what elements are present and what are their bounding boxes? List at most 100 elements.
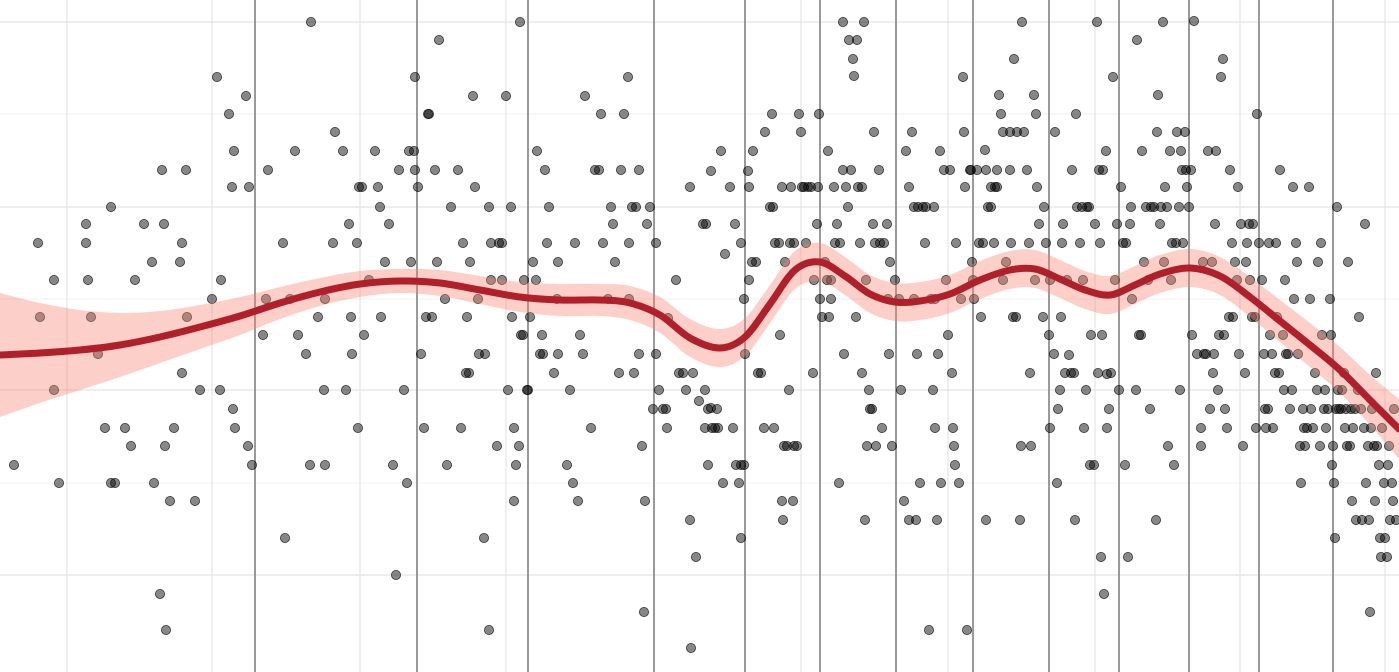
scatter-point bbox=[875, 237, 886, 248]
scatter-point bbox=[868, 218, 879, 229]
scatter-point bbox=[962, 625, 973, 636]
scatter-point bbox=[1196, 422, 1207, 433]
scatter-point bbox=[1218, 54, 1229, 65]
scatter-point bbox=[671, 274, 682, 285]
scatter-point bbox=[1356, 403, 1367, 414]
scatter-point bbox=[277, 237, 288, 248]
scatter-point bbox=[907, 127, 918, 138]
scatter-point bbox=[1175, 384, 1186, 395]
scatter-point bbox=[853, 181, 864, 192]
scatter-point bbox=[904, 181, 915, 192]
scatter-point bbox=[1357, 515, 1368, 526]
scatter-point bbox=[1321, 422, 1332, 433]
scatter-point bbox=[441, 459, 452, 470]
scatter-point bbox=[1031, 109, 1042, 120]
scatter-point bbox=[770, 237, 781, 248]
scatter-point bbox=[372, 181, 383, 192]
scatter-point bbox=[1052, 477, 1063, 488]
scatter-point bbox=[767, 109, 778, 120]
scatter-point bbox=[736, 237, 747, 248]
scatter-point bbox=[912, 348, 923, 359]
scatter-point bbox=[846, 164, 857, 175]
scatter-point bbox=[830, 237, 841, 248]
scatter-point bbox=[954, 477, 965, 488]
scatter-point bbox=[506, 311, 517, 322]
scatter-point bbox=[1121, 237, 1132, 248]
scatter-point bbox=[645, 201, 656, 212]
scatter-point bbox=[619, 109, 630, 120]
scatter-point bbox=[824, 311, 835, 322]
scatter-point bbox=[549, 367, 560, 378]
scatter-point bbox=[138, 218, 149, 229]
scatter-point bbox=[1360, 218, 1371, 229]
scatter-point bbox=[648, 403, 659, 414]
scatter-point bbox=[933, 348, 944, 359]
scatter-point bbox=[1283, 348, 1294, 359]
scatter-point bbox=[562, 459, 573, 470]
scatter-point bbox=[627, 201, 638, 212]
scatter-point bbox=[823, 145, 834, 156]
scatter-point bbox=[748, 145, 759, 156]
scatter-point bbox=[1224, 311, 1235, 322]
scatter-point bbox=[485, 274, 496, 285]
scatter-point bbox=[120, 422, 131, 433]
scatter-point bbox=[553, 348, 564, 359]
scatter-point bbox=[1366, 422, 1377, 433]
scatter-point bbox=[1361, 477, 1372, 488]
scatter-point bbox=[463, 367, 474, 378]
scatter-point bbox=[1123, 552, 1134, 563]
scatter-point bbox=[445, 201, 456, 212]
scatter-point bbox=[1045, 422, 1056, 433]
scatter-point bbox=[1257, 274, 1268, 285]
scatter-point bbox=[387, 459, 398, 470]
scatter-point bbox=[1012, 127, 1023, 138]
scatter-point bbox=[158, 218, 169, 229]
scatter-point bbox=[651, 348, 662, 359]
scatter-point bbox=[1186, 164, 1197, 175]
scatter-point bbox=[1196, 440, 1207, 451]
scatter-point bbox=[337, 145, 348, 156]
scatter-point bbox=[483, 201, 494, 212]
scatter-point bbox=[855, 237, 866, 248]
scatter-point bbox=[1264, 237, 1275, 248]
scatter-point bbox=[815, 293, 826, 304]
scatter-point bbox=[1178, 237, 1189, 248]
scatter-point bbox=[826, 274, 837, 285]
scatter-point bbox=[808, 367, 819, 378]
scatter-point bbox=[913, 201, 924, 212]
scatter-point bbox=[1155, 218, 1166, 229]
scatter-point bbox=[578, 348, 589, 359]
scatter-point bbox=[871, 440, 882, 451]
scatter-point bbox=[1369, 440, 1380, 451]
scatter-point bbox=[106, 201, 117, 212]
scatter-point bbox=[1136, 329, 1147, 340]
scatter-point bbox=[214, 384, 225, 395]
scatter-point bbox=[1336, 403, 1347, 414]
scatter-point bbox=[223, 109, 234, 120]
scatter-point bbox=[358, 329, 369, 340]
scatter-point bbox=[1008, 311, 1019, 322]
scatter-point bbox=[817, 311, 828, 322]
scatter-point bbox=[1245, 274, 1256, 285]
scatter-point bbox=[292, 329, 303, 340]
scatter-point bbox=[1326, 329, 1337, 340]
scatter-point bbox=[312, 311, 323, 322]
scatter-point bbox=[1263, 403, 1274, 414]
scatter-point bbox=[688, 367, 699, 378]
scatter-point bbox=[616, 164, 627, 175]
scatter-point bbox=[1097, 329, 1108, 340]
scatter-point bbox=[1278, 329, 1289, 340]
scatter-point bbox=[206, 293, 217, 304]
scatter-point bbox=[736, 459, 747, 470]
scatter-point bbox=[1265, 329, 1276, 340]
scatter-point bbox=[996, 109, 1007, 120]
scatter-point bbox=[796, 127, 807, 138]
scatter-point bbox=[960, 181, 971, 192]
scatter-point bbox=[774, 237, 785, 248]
scatter-point bbox=[478, 533, 489, 544]
scatter-point bbox=[624, 237, 635, 248]
scatter-point bbox=[1300, 440, 1311, 451]
scatter-point bbox=[662, 422, 673, 433]
scatter-point bbox=[1141, 201, 1152, 212]
scatter-point bbox=[640, 495, 651, 506]
